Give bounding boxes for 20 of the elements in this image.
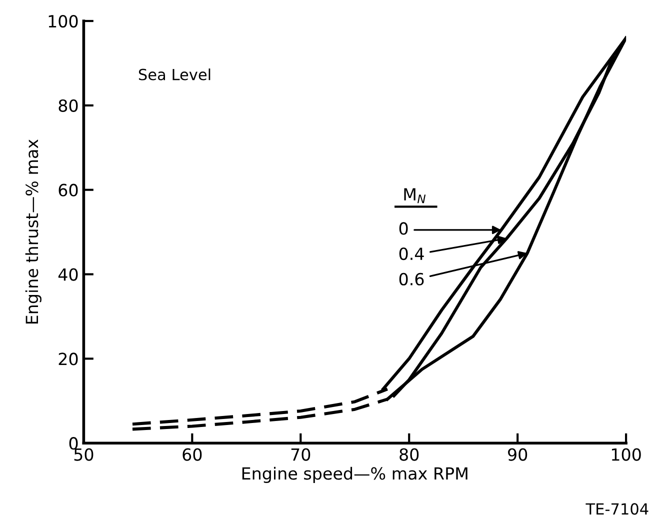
text: TE-7104 [586, 503, 648, 515]
y-tick-label: 100 [48, 14, 78, 28]
x-axis-title: Engine speed—% max RPM [242, 466, 468, 483]
x-tick-label: 80 [400, 448, 419, 461]
y-tick-label: 20 [58, 352, 78, 366]
x-tick-label: 50 [74, 448, 94, 461]
annotation: 0 [399, 222, 408, 235]
y-axis-title: Engine thrust—% max [25, 139, 42, 324]
annotation: Sea Level [138, 68, 210, 80]
y-tick-label: 0 [69, 437, 78, 450]
x-tick-label: 90 [508, 448, 528, 461]
y-tick-label: 80 [58, 99, 78, 112]
annotation: 0.4 [399, 247, 424, 260]
y-tick-label: 60 [58, 184, 78, 196]
annotation: 0.6 [399, 272, 424, 286]
legend-title: M$_{N}$ [404, 188, 426, 204]
y-tick-label: 40 [58, 268, 78, 281]
x-tick-label: 100 [612, 448, 641, 461]
x-tick-label: 60 [182, 448, 202, 461]
x-tick-label: 70 [291, 448, 310, 461]
